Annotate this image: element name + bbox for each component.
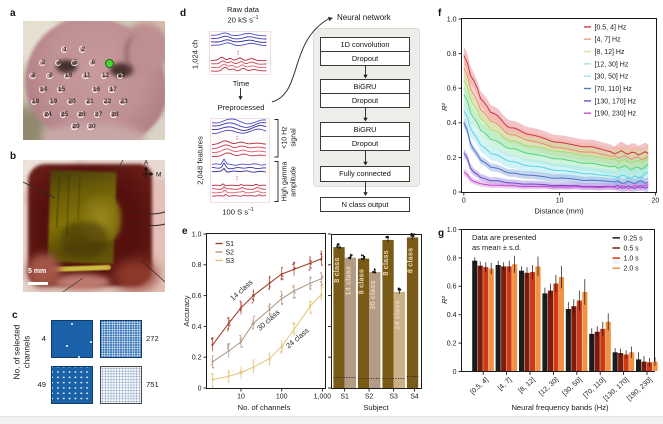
svg-text:[8, 12]: [8, 12] (518, 376, 537, 394)
svg-text:0.2: 0.2 (447, 155, 457, 162)
svg-text:1.0: 1.0 (192, 231, 202, 238)
svg-text:R²: R² (440, 103, 449, 111)
svg-text:8 class: 8 class (381, 250, 390, 275)
svg-text:0.6: 0.6 (447, 86, 457, 93)
svg-text:100: 100 (276, 394, 288, 401)
svg-text:[30, 50]: [30, 50] (561, 376, 583, 397)
svg-text:0: 0 (198, 385, 202, 392)
svg-text:[30, 50] Hz: [30, 50] Hz (595, 74, 629, 81)
svg-text:as mean ± s.d.: as mean ± s.d. (472, 243, 521, 252)
svg-text:[8, 12] Hz: [8, 12] Hz (595, 49, 625, 56)
svg-text:10: 10 (237, 394, 245, 401)
svg-text:0.6: 0.6 (192, 293, 202, 300)
svg-text:[4, 7] Hz: [4, 7] Hz (595, 37, 622, 44)
svg-text:2.0 s: 2.0 s (624, 266, 640, 273)
svg-text:30 class: 30 class (368, 280, 377, 310)
svg-text:[190, 230]: [190, 230] (626, 376, 654, 402)
svg-text:S2: S2 (365, 394, 374, 401)
svg-text:Neural frequency bands (Hz): Neural frequency bands (Hz) (511, 403, 609, 412)
svg-text:0.6: 0.6 (447, 284, 457, 291)
svg-text:S2: S2 (226, 250, 235, 257)
svg-text:0.2: 0.2 (447, 341, 457, 348)
svg-text:A: A (144, 160, 149, 167)
svg-text:[130, 170] Hz: [130, 170] Hz (595, 98, 637, 105)
svg-text:S1: S1 (340, 394, 349, 401)
svg-text:10: 10 (556, 198, 564, 205)
svg-text:Subject: Subject (363, 403, 389, 412)
svg-text:[12, 30] Hz: [12, 30] Hz (595, 61, 629, 68)
svg-text:R²: R² (440, 296, 449, 304)
svg-text:[0.5, 4] Hz: [0.5, 4] Hz (595, 24, 627, 31)
svg-text:S4: S4 (410, 394, 419, 401)
svg-text:0: 0 (462, 198, 466, 205)
svg-text:0.5 s: 0.5 s (624, 246, 640, 253)
svg-text:0.25 s: 0.25 s (624, 235, 644, 242)
svg-text:S3: S3 (226, 258, 235, 265)
svg-text:0: 0 (453, 189, 457, 196)
svg-text:S3: S3 (389, 394, 398, 401)
svg-text:20: 20 (652, 198, 660, 205)
svg-text:[12, 30]: [12, 30] (538, 376, 560, 397)
svg-text:0.8: 0.8 (192, 262, 202, 269)
svg-text:0.8: 0.8 (447, 51, 457, 58)
svg-text:14 class: 14 class (343, 266, 352, 296)
svg-text:0.4: 0.4 (447, 120, 457, 127)
svg-text:8 class: 8 class (406, 248, 415, 273)
svg-text:1.0 s: 1.0 s (624, 256, 640, 263)
svg-text:1,000: 1,000 (314, 394, 332, 401)
svg-text:1.0: 1.0 (447, 16, 457, 23)
svg-text:Data are presented: Data are presented (472, 233, 536, 242)
svg-text:30 class: 30 class (255, 308, 281, 333)
svg-text:S1: S1 (226, 241, 235, 248)
svg-text:0.8: 0.8 (447, 255, 457, 262)
svg-text:8 class: 8 class (332, 257, 341, 282)
svg-text:[4, 7]: [4, 7] (497, 376, 513, 392)
svg-text:0.4: 0.4 (192, 324, 202, 331)
svg-text:No. of channels: No. of channels (238, 403, 291, 412)
svg-text:1.0: 1.0 (447, 227, 457, 234)
svg-text:Accuracy: Accuracy (182, 295, 191, 326)
svg-text:[0.5, 4]: [0.5, 4] (469, 376, 490, 396)
svg-text:8 class: 8 class (357, 269, 366, 294)
svg-text:0.2: 0.2 (192, 355, 202, 362)
svg-text:[70, 110] Hz: [70, 110] Hz (595, 86, 633, 93)
svg-text:0: 0 (453, 369, 457, 376)
svg-text:0.4: 0.4 (447, 312, 457, 319)
svg-text:24 class: 24 class (392, 300, 401, 330)
svg-text:[190, 230] Hz: [190, 230] Hz (595, 111, 637, 118)
svg-text:M: M (156, 172, 161, 179)
svg-text:Distance (mm): Distance (mm) (534, 207, 584, 216)
